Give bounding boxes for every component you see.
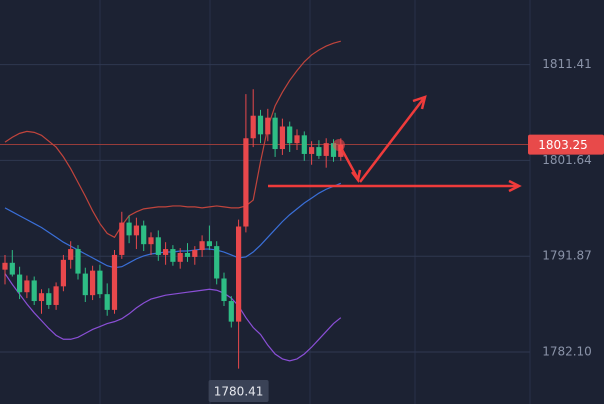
candle-body — [228, 301, 234, 322]
y-tick-label: 1811.41 — [542, 57, 592, 71]
candle-body — [38, 293, 45, 302]
candle-body — [330, 143, 337, 157]
candle-body — [163, 249, 169, 255]
candle-body — [46, 293, 52, 305]
candle-body — [104, 294, 110, 310]
candle-body — [338, 144, 344, 157]
candle-body — [155, 237, 161, 255]
grid-layer — [0, 64, 530, 353]
low-marker-box — [208, 380, 269, 402]
candle-body — [236, 226, 242, 322]
candle-body — [323, 143, 329, 156]
candle-body — [294, 135, 300, 144]
candle-body — [265, 117, 271, 135]
vertical-grid — [99, 0, 531, 404]
candle-body — [141, 225, 147, 245]
candle-body — [170, 249, 176, 262]
candle-body — [192, 250, 198, 257]
candle-body — [279, 126, 285, 150]
last-price-glow — [333, 139, 345, 151]
candle-body — [133, 225, 139, 236]
candle-body — [75, 249, 81, 274]
candle-body — [17, 274, 23, 293]
candle-body — [31, 280, 37, 302]
candle-body — [257, 115, 264, 135]
candle-body — [250, 115, 256, 139]
candle-body — [199, 241, 205, 251]
arrow-down — [338, 145, 360, 180]
axis-layer: 1811.41 1801.64 1791.87 1782.10 1803.25 1780.… — [208, 57, 604, 402]
candle-body — [82, 273, 88, 296]
candle-body — [53, 286, 59, 305]
annotation-arrows — [268, 95, 522, 193]
candle-body — [287, 126, 293, 144]
candle-body — [214, 246, 220, 279]
candle-body — [9, 262, 15, 275]
candle-body — [177, 252, 183, 262]
candle-body — [111, 254, 118, 310]
y-tick-label: 1782.10 — [542, 345, 592, 359]
candle-body — [97, 270, 103, 295]
candle-body — [272, 117, 278, 150]
y-tick-label: 1791.87 — [542, 249, 592, 263]
candle-body — [148, 237, 154, 245]
candle-body — [24, 280, 30, 293]
candle-body — [90, 270, 96, 296]
candle-body — [221, 278, 227, 302]
arrow-head — [508, 179, 522, 193]
candle-body — [126, 222, 132, 236]
candle-body — [316, 147, 322, 156]
band-line — [4, 273, 342, 362]
last-price-label: 1803.25 — [538, 138, 588, 152]
candle-body — [119, 222, 125, 255]
candle-body — [309, 147, 315, 154]
arrow-head — [412, 95, 427, 110]
last-price-box — [528, 134, 604, 155]
arrow-head — [351, 169, 362, 183]
candle-body — [243, 138, 249, 227]
y-tick-label: 1801.64 — [542, 153, 592, 167]
band-line — [4, 40, 341, 239]
candle-body — [68, 249, 74, 260]
candle-body — [60, 259, 66, 287]
candle-body — [184, 252, 191, 257]
candle-body — [2, 262, 8, 270]
candle-body — [206, 241, 212, 247]
low-marker-label: 1780.41 — [214, 385, 264, 399]
candle-body — [301, 135, 307, 154]
arrow-up — [359, 97, 425, 183]
